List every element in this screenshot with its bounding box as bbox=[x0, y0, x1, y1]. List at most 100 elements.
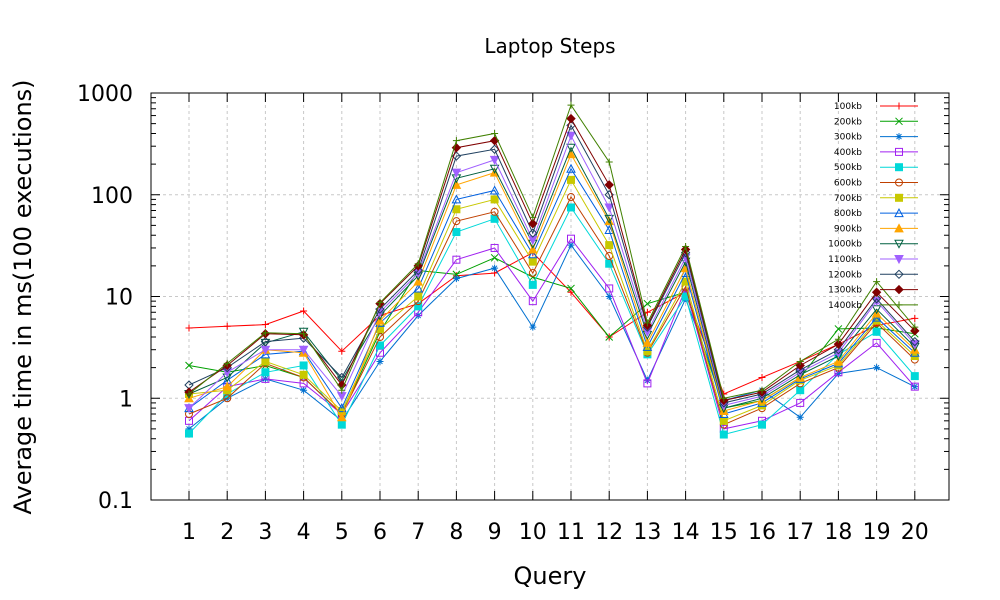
data-point bbox=[451, 194, 462, 204]
data-point bbox=[338, 347, 346, 355]
data-point bbox=[894, 269, 904, 280]
legend-label: 400kb bbox=[834, 148, 862, 158]
x-tick-label: 14 bbox=[672, 520, 700, 545]
series-line bbox=[188, 244, 916, 430]
data-point bbox=[895, 102, 903, 110]
data-point bbox=[605, 158, 613, 166]
x-tick-label: 10 bbox=[519, 520, 547, 545]
data-point bbox=[567, 288, 575, 296]
data-point bbox=[452, 137, 460, 145]
data-point bbox=[894, 284, 904, 295]
series-line bbox=[188, 195, 916, 426]
data-point bbox=[261, 368, 270, 377]
data-point bbox=[895, 301, 903, 309]
y-tick-label: 1 bbox=[119, 387, 133, 412]
data-point bbox=[604, 203, 615, 213]
y-tick-label: 10 bbox=[105, 286, 133, 311]
data-point bbox=[894, 239, 904, 249]
chart-title: Laptop Steps bbox=[484, 34, 615, 58]
data-point bbox=[185, 429, 193, 438]
data-point bbox=[529, 213, 537, 221]
x-tick-label: 18 bbox=[824, 520, 852, 545]
series-line bbox=[188, 134, 916, 409]
data-point bbox=[528, 280, 537, 289]
data-point bbox=[834, 325, 843, 333]
x-axis-label: Query bbox=[514, 562, 587, 590]
data-point bbox=[605, 284, 614, 293]
data-point bbox=[567, 175, 575, 184]
data-point bbox=[871, 294, 882, 304]
series-1400kb bbox=[185, 101, 919, 402]
data-point bbox=[413, 283, 424, 293]
data-point bbox=[489, 164, 500, 174]
data-point bbox=[452, 255, 461, 264]
data-point bbox=[491, 129, 499, 137]
data-point bbox=[489, 144, 500, 154]
data-point bbox=[185, 324, 193, 332]
series-1300kb bbox=[184, 113, 920, 406]
data-point bbox=[185, 425, 193, 433]
series-line bbox=[188, 153, 916, 419]
data-point bbox=[566, 143, 576, 153]
data-point bbox=[873, 278, 881, 286]
data-point bbox=[300, 330, 308, 338]
data-point bbox=[911, 323, 919, 331]
data-point bbox=[452, 275, 460, 283]
y-tick-label: 1000 bbox=[77, 82, 133, 107]
data-point bbox=[894, 208, 904, 218]
data-point bbox=[604, 224, 615, 235]
data-point bbox=[567, 284, 575, 293]
data-point bbox=[452, 217, 461, 226]
data-point bbox=[795, 360, 805, 371]
data-point bbox=[910, 326, 920, 336]
data-point bbox=[414, 260, 422, 268]
data-point bbox=[895, 178, 903, 187]
series-line bbox=[188, 257, 915, 415]
data-point bbox=[300, 386, 308, 394]
data-point bbox=[604, 180, 614, 190]
legend-label: 1100kb bbox=[828, 255, 862, 265]
data-point bbox=[834, 335, 842, 343]
series-600kb bbox=[185, 193, 919, 429]
series-line bbox=[188, 146, 916, 409]
legend-label: 300kb bbox=[834, 133, 862, 143]
x-tick-label: 9 bbox=[488, 520, 502, 545]
data-point bbox=[895, 193, 903, 202]
series-line bbox=[188, 206, 916, 436]
data-point bbox=[910, 336, 920, 347]
legend-label: 200kb bbox=[834, 117, 862, 127]
legend-label: 1200kb bbox=[828, 270, 862, 280]
series-400kb bbox=[185, 234, 919, 433]
data-point bbox=[796, 413, 804, 421]
data-point bbox=[184, 404, 194, 414]
data-point bbox=[185, 361, 193, 370]
data-point bbox=[910, 382, 919, 391]
data-point bbox=[895, 147, 903, 156]
legend-label: 100kb bbox=[834, 102, 862, 112]
data-point bbox=[567, 234, 575, 243]
series-500kb bbox=[185, 203, 919, 439]
data-point bbox=[910, 372, 919, 381]
data-point bbox=[337, 420, 346, 429]
legend-label: 600kb bbox=[834, 179, 862, 189]
data-point bbox=[527, 249, 538, 259]
data-point bbox=[566, 113, 576, 124]
x-tick-label: 5 bbox=[335, 520, 349, 545]
legend-label: 1400kb bbox=[828, 301, 862, 311]
data-point bbox=[833, 344, 844, 355]
data-point bbox=[911, 314, 919, 322]
data-point bbox=[223, 394, 232, 403]
series-line bbox=[188, 251, 915, 395]
series-line bbox=[188, 103, 916, 399]
legend-label: 700kb bbox=[834, 194, 862, 204]
x-tick-label: 19 bbox=[863, 520, 891, 545]
data-point bbox=[719, 430, 728, 439]
data-point bbox=[643, 379, 652, 388]
data-point bbox=[490, 207, 499, 216]
data-point bbox=[718, 405, 729, 415]
data-point bbox=[643, 347, 652, 356]
data-point bbox=[795, 365, 805, 375]
data-point bbox=[338, 386, 346, 394]
data-point bbox=[895, 133, 903, 141]
data-point bbox=[490, 243, 499, 252]
